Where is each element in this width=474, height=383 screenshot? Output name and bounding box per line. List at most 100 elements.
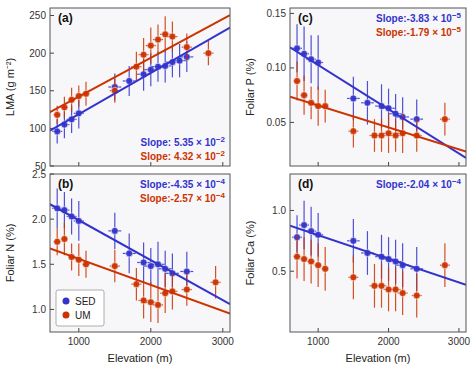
point <box>147 42 154 49</box>
point <box>350 128 357 135</box>
point <box>54 238 61 245</box>
annotation-exponent: −4 <box>216 177 226 186</box>
annotation-exponent: −4 <box>452 177 462 186</box>
x-tick <box>222 328 223 332</box>
y-tick-label: 0.10 <box>267 62 287 73</box>
point <box>61 236 68 243</box>
plot-frame <box>50 8 230 166</box>
point <box>308 258 315 265</box>
y-tick-label: 1.0 <box>32 304 46 315</box>
plot-frame <box>290 174 466 332</box>
annotation-text: Slope: 4.32 × 10 <box>141 151 217 162</box>
fit-line <box>50 204 230 304</box>
y-tick-label: 2.5 <box>32 169 46 180</box>
fit-line <box>50 248 230 313</box>
slope-annotation: Slope:-2.57 × 10−4 <box>140 191 226 204</box>
y-tick-label: 250 <box>29 10 46 21</box>
x-tick <box>78 328 79 332</box>
annotation-exponent: −4 <box>216 191 226 200</box>
point <box>364 99 371 106</box>
annotation-text: Slope:-4.35 × 10 <box>140 179 216 190</box>
x-tick-label: 3000 <box>448 336 471 347</box>
point <box>294 78 301 85</box>
x-tick-label: 1000 <box>68 336 91 347</box>
point <box>111 263 118 270</box>
x-tick-label: 2000 <box>140 336 163 347</box>
point <box>205 50 212 57</box>
point <box>441 262 448 269</box>
panel: 0.51.0100020003000(d)Slope:-2.04 × 10−4F… <box>244 174 471 364</box>
y-tick-label: 150 <box>29 85 46 96</box>
fit-line <box>290 226 466 285</box>
point <box>350 95 357 102</box>
legend-swatch <box>63 312 70 319</box>
plot-background <box>50 174 230 332</box>
plot-area <box>50 15 230 143</box>
plot-area <box>290 24 466 158</box>
point <box>140 51 147 58</box>
panel: 50100150200250(a)Slope: 5.35 × 10−2Slope… <box>4 8 230 172</box>
x-tick <box>388 328 389 332</box>
slope-annotation: Slope:-3.83 × 10−5 <box>376 11 462 24</box>
annotation-exponent: −2 <box>216 135 226 144</box>
point <box>322 265 329 272</box>
point <box>147 263 154 270</box>
x-tick <box>78 162 79 166</box>
annotation-exponent: −2 <box>216 149 226 158</box>
panel: 0.050.100.15(c)Slope:-3.83 × 10−5Slope:-… <box>244 8 466 166</box>
y-tick-label: 1.5 <box>32 259 46 270</box>
y-tick <box>50 15 54 16</box>
x-tick-label: 3000 <box>212 336 235 347</box>
fit-line <box>290 97 466 152</box>
point <box>441 116 448 123</box>
point <box>155 301 162 308</box>
point <box>392 286 399 293</box>
y-tick <box>50 219 54 220</box>
slope-annotation: Slope:-2.04 × 10−4 <box>376 177 462 190</box>
point <box>315 262 322 269</box>
x-tick-label: 1000 <box>307 336 330 347</box>
y-tick <box>290 67 294 68</box>
x-axis-label: Elevation (m) <box>346 352 411 364</box>
annotation-text: Slope:-2.04 × 10 <box>376 179 452 190</box>
fit-line <box>50 28 230 131</box>
fit-line <box>50 15 230 112</box>
legend-swatch <box>63 298 70 305</box>
x-axis-label: Elevation (m) <box>108 352 173 364</box>
annotation-text: Slope:-2.57 × 10 <box>140 193 216 204</box>
point <box>140 259 147 266</box>
legend-label: UM <box>75 310 91 321</box>
point <box>111 227 118 234</box>
y-tick <box>50 53 54 54</box>
y-tick <box>290 122 294 123</box>
annotation-text: Slope: 5.35 × 10 <box>141 137 217 148</box>
point <box>126 250 133 257</box>
point <box>378 282 385 289</box>
x-tick <box>458 328 459 332</box>
point <box>183 286 190 293</box>
y-tick-label: 100 <box>29 123 46 134</box>
x-tick <box>388 162 389 166</box>
plot-area <box>50 188 230 323</box>
y-tick <box>50 264 54 265</box>
x-tick <box>318 328 319 332</box>
y-tick-label: 200 <box>29 48 46 59</box>
point <box>140 297 147 304</box>
annotation-text: Slope:-3.83 × 10 <box>376 13 452 24</box>
point <box>399 290 406 297</box>
panel-label: (a) <box>58 11 73 25</box>
point <box>301 92 308 99</box>
panel-label: (d) <box>298 177 313 191</box>
y-tick <box>50 90 54 91</box>
x-tick <box>150 328 151 332</box>
y-axis-label: Foliar Ca (%) <box>244 221 256 286</box>
legend-box <box>56 290 104 326</box>
annotation-exponent: −5 <box>452 25 462 34</box>
slope-annotation: Slope: 4.32 × 10−2 <box>141 149 226 162</box>
annotation-text: Slope:-1.79 × 10 <box>376 27 452 38</box>
panel: 1.01.52.02.5100020003000(b)Slope:-4.35 ×… <box>4 169 234 365</box>
legend-label: SED <box>75 296 96 307</box>
panel-label: (c) <box>298 11 313 25</box>
plot-background <box>290 8 466 166</box>
point <box>413 292 420 299</box>
